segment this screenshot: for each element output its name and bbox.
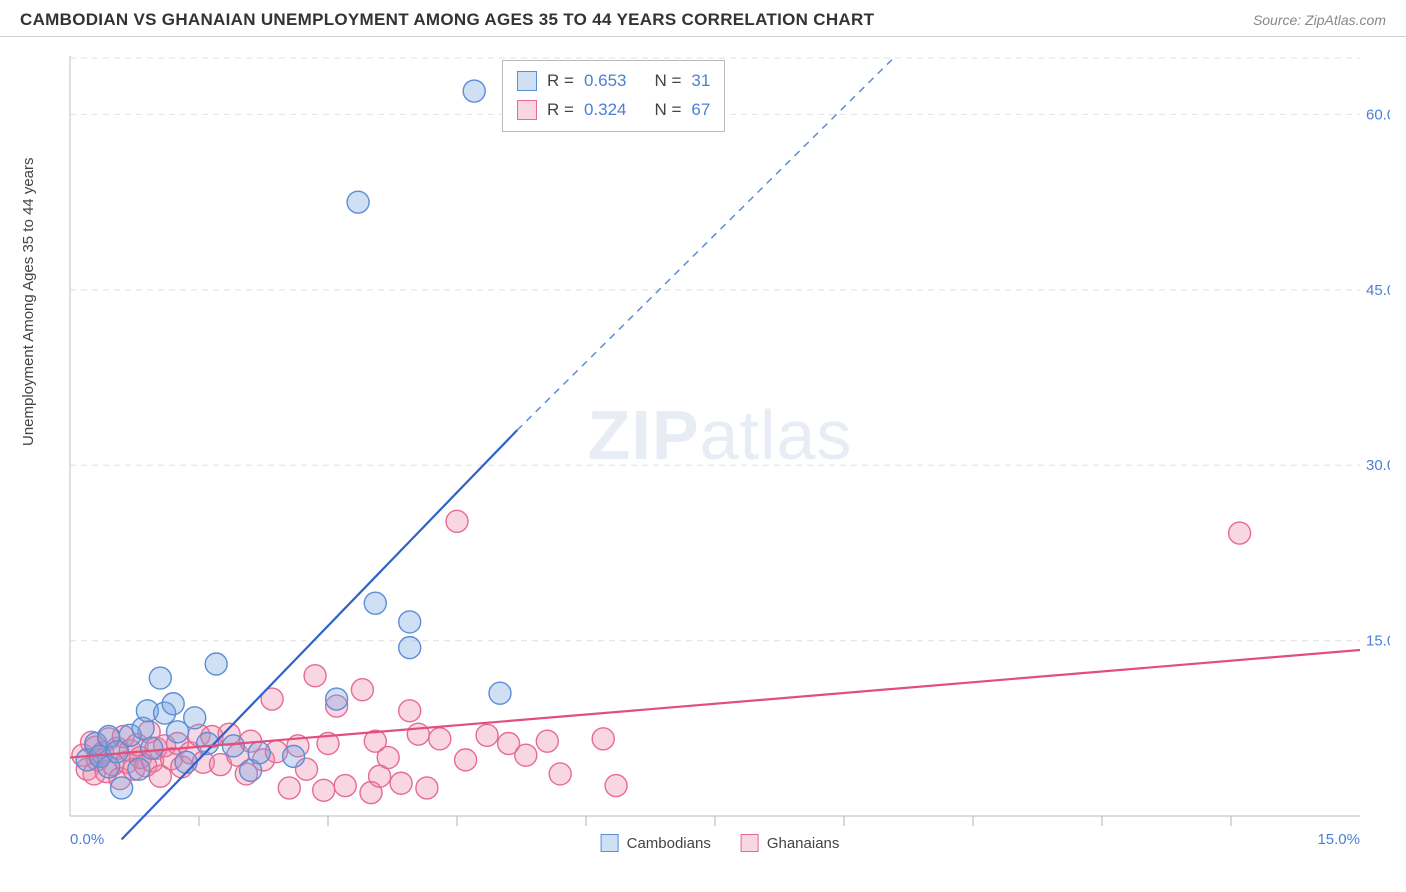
data-point: [141, 737, 163, 759]
data-point: [313, 779, 335, 801]
data-point: [377, 747, 399, 769]
data-point: [184, 707, 206, 729]
legend-item: Ghanaians: [741, 834, 840, 852]
data-point: [476, 724, 498, 746]
stats-row: R =0.324N =67: [517, 96, 710, 125]
stats-legend-box: R =0.653N =31R =0.324N =67: [502, 60, 725, 132]
data-point: [175, 751, 197, 773]
data-point: [515, 744, 537, 766]
source-label: Source: ZipAtlas.com: [1253, 12, 1386, 28]
chart-area: Unemployment Among Ages 35 to 44 years 3…: [50, 46, 1390, 856]
legend-label: Cambodians: [627, 835, 711, 852]
data-point: [347, 191, 369, 213]
data-point: [222, 735, 244, 757]
legend-item: Cambodians: [601, 834, 711, 852]
legend-swatch: [601, 834, 619, 852]
data-point: [111, 777, 133, 799]
data-point: [536, 730, 558, 752]
data-point: [399, 700, 421, 722]
data-point: [304, 665, 326, 687]
scatter-plot: 30.0% 45.0% 60.0% 15.0% 0.0% 15.0%: [50, 46, 1390, 856]
data-point: [162, 693, 184, 715]
data-point: [429, 728, 451, 750]
series-legend: Cambodians Ghanaians: [601, 834, 840, 852]
data-point: [334, 775, 356, 797]
data-point: [407, 723, 429, 745]
data-point: [248, 742, 270, 764]
y-axis-label: Unemployment Among Ages 35 to 44 years: [20, 157, 37, 446]
svg-text:30.0%: 30.0%: [1366, 457, 1390, 474]
data-point: [446, 510, 468, 532]
data-point: [455, 749, 477, 771]
chart-header: CAMBODIAN VS GHANAIAN UNEMPLOYMENT AMONG…: [0, 0, 1406, 37]
data-point: [549, 763, 571, 785]
data-point: [326, 688, 348, 710]
data-point: [128, 758, 150, 780]
legend-swatch: [741, 834, 759, 852]
data-point: [605, 775, 627, 797]
data-point: [364, 592, 386, 614]
stats-row: R =0.653N =31: [517, 67, 710, 96]
data-point: [399, 611, 421, 633]
data-point: [416, 777, 438, 799]
data-point: [463, 80, 485, 102]
data-point: [205, 653, 227, 675]
data-point: [283, 745, 305, 767]
svg-text:45.0%: 45.0%: [1366, 282, 1390, 299]
svg-text:60.0%: 60.0%: [1366, 106, 1390, 123]
data-point: [351, 679, 373, 701]
svg-text:15.0%: 15.0%: [1317, 831, 1360, 848]
data-point: [278, 777, 300, 799]
legend-swatch: [517, 71, 537, 91]
data-point: [399, 637, 421, 659]
svg-text:0.0%: 0.0%: [70, 831, 104, 848]
svg-text:15.0%: 15.0%: [1366, 633, 1390, 650]
legend-label: Ghanaians: [767, 835, 840, 852]
trend-line: [122, 430, 518, 839]
legend-swatch: [517, 100, 537, 120]
data-point: [390, 772, 412, 794]
data-point: [149, 667, 171, 689]
data-point: [592, 728, 614, 750]
data-point: [1229, 522, 1251, 544]
data-point: [489, 682, 511, 704]
chart-title: CAMBODIAN VS GHANAIAN UNEMPLOYMENT AMONG…: [20, 10, 874, 30]
